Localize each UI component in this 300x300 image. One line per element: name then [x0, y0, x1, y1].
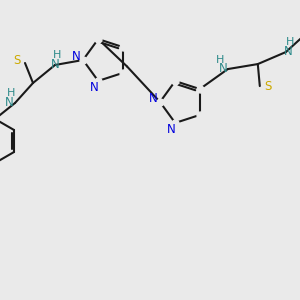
Text: N: N — [51, 58, 59, 70]
Text: N: N — [148, 92, 158, 106]
Text: H: H — [53, 50, 61, 60]
Text: S: S — [264, 80, 272, 93]
Text: S: S — [13, 55, 21, 68]
Text: N: N — [72, 50, 80, 64]
Text: H: H — [7, 88, 15, 98]
Text: N: N — [167, 123, 176, 136]
Text: H: H — [286, 37, 294, 47]
Text: H: H — [216, 55, 224, 65]
Text: N: N — [90, 81, 99, 94]
Text: N: N — [284, 45, 292, 58]
Text: N: N — [218, 61, 227, 75]
Text: N: N — [4, 95, 14, 109]
